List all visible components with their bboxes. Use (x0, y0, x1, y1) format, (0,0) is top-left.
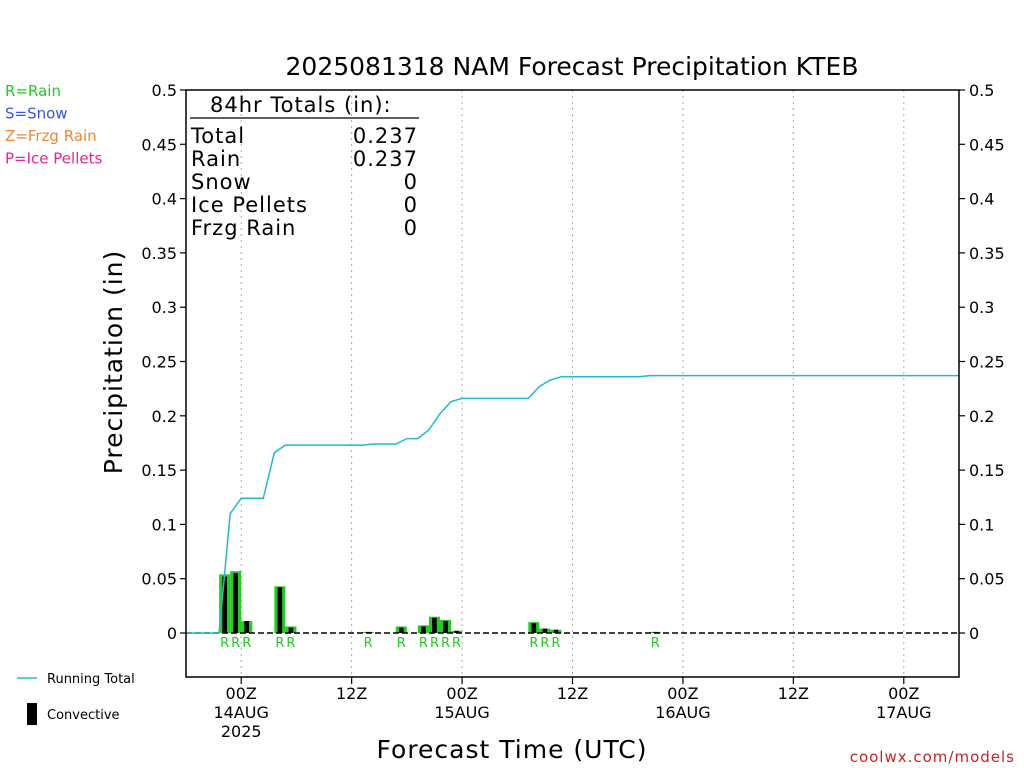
x-tick-label: 12Z (778, 684, 809, 703)
x-tick-label: 00Z (226, 684, 257, 703)
y-axis-label: Precipitation (in) (99, 250, 128, 475)
y-tick-label-left: 0.1 (152, 515, 177, 534)
ptype-label: R (397, 636, 406, 651)
ptype-label: R (242, 636, 251, 651)
convective-bar (277, 587, 283, 633)
totals-row-value: 0 (404, 170, 418, 194)
ptype-legend-item: R=Rain (5, 82, 61, 100)
convective-bar (222, 576, 227, 633)
y-tick-label-right: 0.3 (969, 298, 994, 317)
bars-group (186, 571, 959, 634)
y-tick-label-right: 0.2 (969, 407, 994, 426)
y-tick-label-right: 0.15 (969, 461, 1005, 480)
totals-row-label: Rain (191, 147, 241, 171)
ptype-label: R (286, 636, 295, 651)
convective-bar (244, 621, 250, 633)
ptype-label: R (275, 636, 284, 651)
y-tick-label-right: 0.35 (969, 244, 1005, 263)
convective-bar (531, 623, 537, 633)
convective-bar (454, 630, 459, 633)
x-tick-label: 12Z (336, 684, 367, 703)
x-tick-label: 00Z (667, 684, 698, 703)
running-total-line-group (186, 374, 959, 634)
y-tick-label-left: 0.5 (152, 81, 177, 100)
x-axis-label: Forecast Time (UTC) (377, 735, 648, 764)
ptype-label: R (540, 636, 549, 651)
ptype-label: R (441, 636, 450, 651)
convective-bar (288, 627, 294, 633)
legend-series-label: Convective (47, 708, 120, 723)
ptype-label: R (452, 636, 461, 651)
y-tick-label-left: 0.2 (152, 407, 177, 426)
grid-lines (240, 90, 905, 677)
ptype-legend: R=Rain S=Snow Z=Frzg Rain P=Ice Pellets (5, 82, 102, 168)
x-tick-label: 00Z (888, 684, 919, 703)
running-total-line (186, 374, 959, 634)
x-tick-label: 00Z (446, 684, 477, 703)
x-tick-label: 12Z (557, 684, 588, 703)
ptype-label: R (419, 636, 428, 651)
totals-row-value: 0 (404, 193, 418, 217)
totals-row-label: Frzg Rain (191, 216, 296, 240)
y-tick-label-right: 0.4 (969, 190, 994, 209)
y-tick-label-right: 0.25 (969, 353, 1005, 372)
convective-bar (443, 621, 448, 633)
convective-bar (542, 628, 548, 633)
ptype-label: R (231, 636, 240, 651)
legend-bar-swatch (27, 703, 37, 725)
ptype-legend-item: S=Snow (5, 105, 68, 123)
ptype-legend-item: P=Ice Pellets (5, 150, 102, 168)
totals-row-value: 0.237 (353, 147, 418, 171)
y-tick-label-left: 0 (167, 624, 177, 643)
ptype-label: R (364, 636, 373, 651)
convective-bar (233, 573, 239, 633)
x-tick-label: 14AUG (214, 703, 269, 722)
y-tick-label-left: 0.35 (141, 244, 177, 263)
y-tick-label-left: 0.25 (141, 353, 177, 372)
x-tick-label: 17AUG (876, 703, 931, 722)
y-tick-label-left: 0.45 (141, 135, 177, 154)
y-tick-label-right: 0.1 (969, 515, 994, 534)
totals-row-label: Total (190, 124, 245, 148)
convective-bar (432, 617, 437, 633)
y-tick-label-right: 0.5 (969, 81, 994, 100)
convective-bar (421, 626, 426, 633)
y-tick-label-right: 0 (969, 624, 979, 643)
totals-row-label: Ice Pellets (191, 193, 308, 217)
legend-series-label: Running Total (47, 672, 135, 687)
ptype-legend-item: Z=Frzg Rain (5, 127, 97, 145)
y-tick-label-left: 0.15 (141, 461, 177, 480)
x-tick-label: 2025 (221, 722, 262, 741)
y-tick-label-left: 0.4 (152, 190, 177, 209)
y-tick-label-right: 0.45 (969, 135, 1005, 154)
ptype-label: R (220, 636, 229, 651)
watermark-text: coolwx.com/models (850, 748, 1015, 766)
ptype-label: R (529, 636, 538, 651)
series-legend: Running Total Convective (17, 672, 135, 725)
ptype-label: R (430, 636, 439, 651)
convective-bar (553, 629, 559, 633)
ptype-label: R (551, 636, 560, 651)
totals-row-value: 0 (404, 216, 418, 240)
x-tick-label: 16AUG (655, 703, 710, 722)
totals-row-value: 0.237 (353, 124, 418, 148)
totals-heading: 84hr Totals (in): (210, 93, 392, 117)
y-axis-ticks: 0 00.05 0.050.1 0.10.15 0.150.2 0.20.25 0.250.… (141, 81, 1004, 643)
totals-box: 84hr Totals (in): Total 0.237 Rain 0.237 Snow… (190, 93, 419, 240)
ptype-label: R (651, 636, 660, 651)
x-tick-label: 15AUG (434, 703, 489, 722)
totals-row-label: Snow (191, 170, 252, 194)
y-tick-label-right: 0.05 (969, 570, 1005, 589)
chart-title: 2025081318 NAM Forecast Precipitation KT… (286, 52, 859, 81)
y-tick-label-left: 0.05 (141, 570, 177, 589)
convective-bar (399, 627, 404, 633)
y-tick-label-left: 0.3 (152, 298, 177, 317)
